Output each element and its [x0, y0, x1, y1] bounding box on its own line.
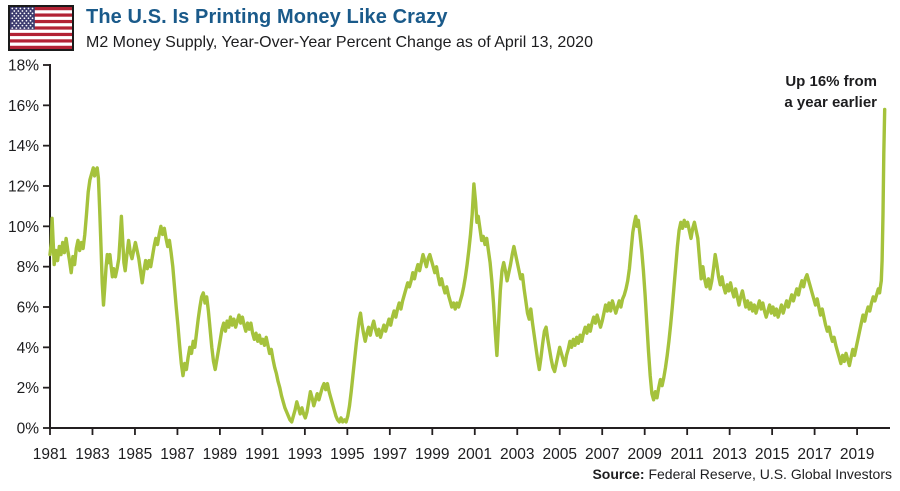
flag-star	[15, 12, 18, 15]
x-tick-label: 2015	[755, 446, 789, 463]
flag-star	[23, 17, 26, 20]
flag-star	[25, 14, 28, 17]
x-tick-label: 1983	[75, 446, 109, 463]
flag-star	[13, 24, 16, 27]
flag-star	[19, 12, 22, 15]
flag-star	[19, 7, 22, 10]
y-tick-label: 18%	[8, 58, 39, 75]
flag-star	[27, 22, 30, 25]
flag-star	[13, 14, 16, 17]
flag-star	[19, 27, 22, 29]
flag-star	[27, 7, 30, 10]
x-tick-label: 1997	[373, 446, 407, 463]
x-tick-label: 1993	[288, 446, 322, 463]
x-tick-label: 2011	[670, 446, 703, 463]
flag-star	[23, 7, 26, 10]
flag-star	[15, 17, 18, 20]
flag-star	[17, 19, 20, 22]
y-tick-label: 0%	[17, 421, 40, 438]
page-title: The U.S. Is Printing Money Like Crazy	[86, 6, 448, 28]
x-tick-label: 1981	[33, 446, 67, 463]
x-tick-label: 2009	[627, 446, 661, 463]
page-subtitle: M2 Money Supply, Year-Over-Year Percent …	[86, 34, 593, 51]
flag-star	[29, 19, 32, 22]
x-tick-label: 1985	[118, 446, 152, 463]
flag-star	[19, 22, 22, 25]
us-flag-graphic	[10, 7, 72, 49]
header-text-block: The U.S. Is Printing Money Like Crazy M2…	[86, 5, 593, 52]
flag-star	[23, 12, 26, 15]
y-tick-label: 4%	[17, 340, 40, 357]
flag-star	[29, 24, 32, 27]
flag-star	[13, 19, 16, 22]
flag-star	[21, 10, 24, 12]
flag-star	[13, 10, 16, 12]
flag-star	[11, 7, 14, 10]
flag-star	[11, 22, 14, 25]
flag-star	[19, 17, 22, 20]
flag-star	[31, 12, 34, 15]
flag-star	[25, 10, 28, 12]
y-tick-label: 12%	[8, 179, 39, 196]
flag-star	[31, 17, 34, 20]
flag-star	[27, 27, 30, 29]
flag-star	[17, 24, 20, 27]
flag-star	[31, 7, 34, 10]
flag-star	[11, 12, 14, 15]
flag-star	[29, 14, 32, 17]
flag-star	[27, 12, 30, 15]
x-tick-label: 2017	[797, 446, 831, 463]
m2-data-line	[48, 107, 887, 424]
flag-star	[21, 14, 24, 17]
chart-annotation: Up 16% from a year earlier	[784, 71, 877, 114]
y-tick-label: 14%	[8, 138, 39, 155]
annotation-line-1: Up 16% from	[785, 73, 877, 90]
flag-star	[11, 27, 14, 29]
source-label: Source:	[592, 466, 645, 482]
flag-star	[15, 7, 18, 10]
annotation-line-2: a year earlier	[784, 94, 877, 112]
x-tick-label: 1991	[245, 446, 279, 463]
x-tick-label: 2005	[542, 446, 576, 463]
flag-star	[25, 24, 28, 27]
y-tick-label: 10%	[8, 219, 39, 236]
flag-star	[29, 10, 32, 12]
x-tick-label: 2003	[500, 446, 534, 463]
flag-star	[17, 14, 20, 17]
x-tick-label: 1989	[203, 446, 237, 463]
flag-star	[21, 19, 24, 22]
flag-star	[15, 22, 18, 25]
x-tick-label: 1987	[160, 446, 194, 463]
x-tick-label: 2007	[585, 446, 619, 463]
flag-star	[27, 17, 30, 20]
y-tick-label: 6%	[17, 300, 40, 317]
flag-star	[31, 27, 34, 29]
y-tick-label: 2%	[17, 380, 40, 397]
flag-star	[23, 22, 26, 25]
source-text: Federal Reserve, U.S. Global Investors	[644, 466, 892, 482]
flag-star	[11, 17, 14, 20]
us-flag-icon	[8, 5, 74, 51]
flag-star	[23, 27, 26, 29]
flag-star	[21, 24, 24, 27]
source-credit: Source: Federal Reserve, U.S. Global Inv…	[592, 466, 892, 482]
flag-star	[15, 27, 18, 29]
chart-header: The U.S. Is Printing Money Like Crazy M2…	[8, 5, 593, 52]
flag-star	[17, 10, 20, 12]
x-tick-label: 2019	[840, 446, 874, 463]
y-tick-label: 8%	[17, 259, 40, 276]
x-tick-label: 1999	[415, 446, 449, 463]
x-tick-label: 1995	[330, 446, 364, 463]
x-tick-label: 2013	[712, 446, 746, 463]
y-tick-label: 16%	[8, 98, 39, 115]
flag-star	[25, 19, 28, 22]
x-tick-label: 2001	[458, 446, 492, 463]
flag-star	[31, 22, 34, 25]
